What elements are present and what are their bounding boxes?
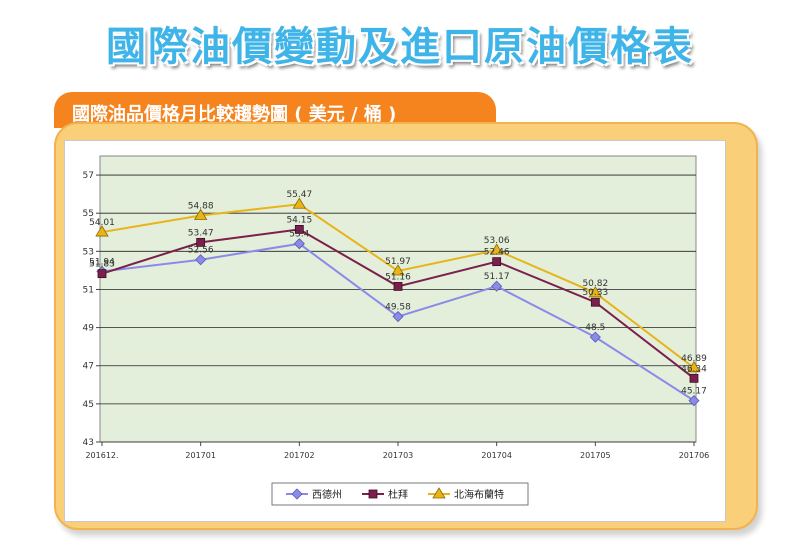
data-point xyxy=(687,361,701,373)
data-label: 51.16 xyxy=(385,272,411,282)
x-tick-label: 201702 xyxy=(284,451,315,460)
y-tick-label: 49 xyxy=(83,324,95,334)
data-label: 52.46 xyxy=(484,248,510,258)
data-label: 45.17 xyxy=(681,387,707,397)
data-label: 53.4 xyxy=(289,230,309,240)
data-point xyxy=(95,225,109,237)
data-point xyxy=(589,331,601,343)
data-point xyxy=(590,297,600,307)
x-tick-label: 201705 xyxy=(580,451,611,460)
y-tick-label: 55 xyxy=(83,209,94,219)
data-label: 55.47 xyxy=(286,190,312,200)
y-tick-label: 45 xyxy=(83,400,94,410)
data-point xyxy=(688,395,700,407)
data-point xyxy=(491,280,503,292)
legend-label: 杜拜 xyxy=(388,488,408,501)
chart-tab-label: 國際油品價格月比較趨勢圖 ( 美元 / 桶 ) xyxy=(72,104,397,125)
data-label: 54.01 xyxy=(89,218,115,228)
data-label: 54.15 xyxy=(286,215,312,225)
data-point xyxy=(588,286,603,298)
data-label: 52.56 xyxy=(188,246,214,256)
y-tick-label: 43 xyxy=(83,438,94,448)
y-tick-label: 51 xyxy=(83,285,94,295)
data-point xyxy=(489,243,504,255)
data-point xyxy=(689,373,699,383)
legend-marker xyxy=(368,489,378,499)
y-tick-label: 53 xyxy=(83,247,94,257)
x-axis: 201612. 201701 201702 201703 201704 201705 201… xyxy=(85,442,709,460)
data-label: 51.94 xyxy=(89,258,115,268)
y-tick-label: 57 xyxy=(83,171,94,181)
legend xyxy=(271,482,529,506)
price-line-chart: 43 45 47 49 51 53 55 57 201612. 201701 201702 2017… xyxy=(83,155,709,506)
page-title: 國際油價變動及進口原油價格表 xyxy=(106,24,694,70)
data-labels: 51.94 52.56 53.4 49.58 51.17 48.5 45.17 51.83 53… xyxy=(89,190,707,396)
legend-label: 西德州 xyxy=(312,488,342,501)
data-label: 53.06 xyxy=(484,236,510,246)
data-point xyxy=(292,197,307,209)
data-label: 48.5 xyxy=(585,323,605,333)
y-axis: 43 45 47 49 51 53 55 57 xyxy=(83,171,100,448)
legend-marker xyxy=(432,487,446,499)
data-point xyxy=(293,238,305,250)
data-point xyxy=(196,237,206,247)
data-label: 49.58 xyxy=(385,303,411,313)
data-point xyxy=(97,269,107,279)
legend-entries: 西德州 杜拜 北海布蘭特 xyxy=(286,487,504,501)
x-tick-label: 201703 xyxy=(383,451,414,460)
data-point xyxy=(392,310,404,323)
data-label: 51.83 xyxy=(89,260,115,270)
data-point xyxy=(492,257,502,267)
data-label: 50.33 xyxy=(582,288,608,298)
data-label: 53.47 xyxy=(188,228,214,238)
x-tick-label: 201612. xyxy=(85,451,118,460)
data-label: 51.17 xyxy=(484,272,510,282)
series-markers xyxy=(95,197,701,407)
data-point xyxy=(393,282,403,291)
data-label: 46.34 xyxy=(681,364,707,374)
data-point xyxy=(391,264,405,276)
data-label: 51.97 xyxy=(385,257,411,267)
legend-marker xyxy=(291,488,303,500)
data-point xyxy=(294,225,304,234)
data-label: 54.88 xyxy=(188,201,214,211)
data-label: 46.89 xyxy=(681,354,707,364)
x-tick-label: 201701 xyxy=(185,451,216,460)
x-tick-label: 201706 xyxy=(679,451,710,460)
plot-area xyxy=(99,155,697,443)
x-tick-label: 201704 xyxy=(481,451,512,460)
legend-label: 北海布蘭特 xyxy=(454,488,504,501)
data-label: 50.82 xyxy=(582,279,608,289)
data-point xyxy=(193,208,208,220)
y-tick-label: 47 xyxy=(83,362,94,372)
data-point xyxy=(195,254,207,266)
